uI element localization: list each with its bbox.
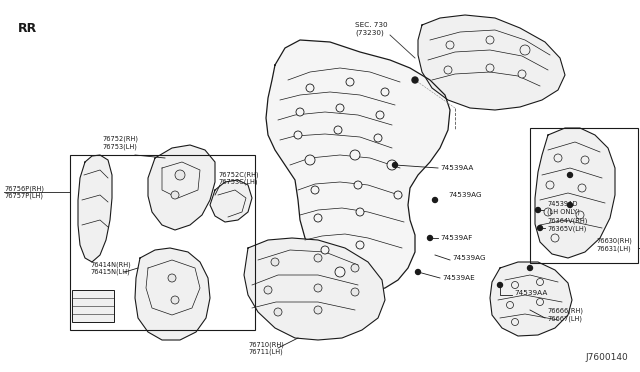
Circle shape (551, 234, 559, 242)
Circle shape (486, 36, 494, 44)
Circle shape (356, 241, 364, 249)
Circle shape (314, 254, 322, 262)
Circle shape (446, 41, 454, 49)
Circle shape (171, 296, 179, 304)
Circle shape (351, 288, 359, 296)
Text: 76756P(RH)
76757P(LH): 76756P(RH) 76757P(LH) (4, 185, 44, 199)
Circle shape (578, 184, 586, 192)
Circle shape (311, 186, 319, 194)
Circle shape (264, 286, 272, 294)
Circle shape (581, 156, 589, 164)
Circle shape (354, 181, 362, 189)
Polygon shape (78, 155, 112, 262)
Text: 76630(RH)
76631(LH): 76630(RH) 76631(LH) (596, 238, 632, 252)
Circle shape (314, 214, 322, 222)
Circle shape (444, 66, 452, 74)
Circle shape (415, 269, 420, 275)
Circle shape (374, 134, 382, 142)
Polygon shape (490, 262, 572, 336)
Circle shape (356, 208, 364, 216)
Text: SEC. 730
(73230): SEC. 730 (73230) (355, 22, 388, 35)
Circle shape (511, 318, 518, 326)
Text: 74539AE: 74539AE (442, 275, 475, 281)
Circle shape (334, 126, 342, 134)
Circle shape (336, 104, 344, 112)
Circle shape (394, 191, 402, 199)
Circle shape (306, 84, 314, 92)
Circle shape (321, 246, 329, 254)
Text: 74539AA: 74539AA (514, 290, 547, 296)
Circle shape (274, 308, 282, 316)
Circle shape (497, 282, 502, 288)
Circle shape (544, 208, 552, 216)
Polygon shape (244, 238, 385, 340)
Polygon shape (266, 40, 450, 292)
Circle shape (175, 170, 185, 180)
Circle shape (538, 225, 543, 231)
Circle shape (554, 154, 562, 162)
Polygon shape (418, 15, 565, 110)
Circle shape (350, 150, 360, 160)
Text: 74539AG: 74539AG (448, 192, 482, 198)
Text: 76364V(RH)
76365V(LH): 76364V(RH) 76365V(LH) (547, 218, 588, 232)
Circle shape (433, 198, 438, 202)
Text: 76666(RH)
76667(LH): 76666(RH) 76667(LH) (547, 308, 583, 322)
Polygon shape (535, 128, 615, 258)
Text: 74539AF: 74539AF (440, 235, 472, 241)
Circle shape (168, 274, 176, 282)
Circle shape (314, 306, 322, 314)
Text: 76752(RH)
76753(LH): 76752(RH) 76753(LH) (102, 136, 138, 150)
Circle shape (506, 301, 513, 308)
Polygon shape (135, 248, 210, 340)
Circle shape (335, 267, 345, 277)
Text: J7600140: J7600140 (585, 353, 628, 362)
Circle shape (387, 160, 397, 170)
Text: 74539AG: 74539AG (452, 255, 486, 261)
Circle shape (536, 208, 541, 212)
Circle shape (576, 211, 584, 219)
Text: 76414N(RH)
76415N(LH): 76414N(RH) 76415N(LH) (90, 261, 131, 275)
Circle shape (346, 78, 354, 86)
Bar (72, 290, 114, 322)
Text: 74539AD
(LH ONLY): 74539AD (LH ONLY) (547, 201, 580, 215)
Circle shape (511, 282, 518, 289)
Bar (530, 128, 638, 263)
Circle shape (536, 298, 543, 305)
Circle shape (520, 45, 530, 55)
Circle shape (536, 279, 543, 285)
Circle shape (428, 235, 433, 241)
Circle shape (294, 131, 302, 139)
Polygon shape (210, 180, 252, 222)
Circle shape (518, 70, 526, 78)
Bar (70, 155, 255, 330)
Circle shape (546, 181, 554, 189)
Text: 76752C(RH)
76753C(LH): 76752C(RH) 76753C(LH) (218, 171, 259, 185)
Circle shape (486, 64, 494, 72)
Circle shape (568, 173, 573, 177)
Polygon shape (148, 145, 215, 230)
Circle shape (412, 77, 418, 83)
Circle shape (568, 202, 573, 208)
Circle shape (296, 108, 304, 116)
Circle shape (351, 264, 359, 272)
Circle shape (171, 191, 179, 199)
Text: RR: RR (18, 22, 37, 35)
Circle shape (381, 88, 389, 96)
Circle shape (527, 266, 532, 270)
Circle shape (314, 284, 322, 292)
Circle shape (392, 163, 397, 167)
Text: 76710(RH)
76711(LH): 76710(RH) 76711(LH) (248, 341, 284, 355)
Circle shape (376, 111, 384, 119)
Circle shape (305, 155, 315, 165)
Circle shape (271, 258, 279, 266)
Text: 74539AA: 74539AA (440, 165, 474, 171)
